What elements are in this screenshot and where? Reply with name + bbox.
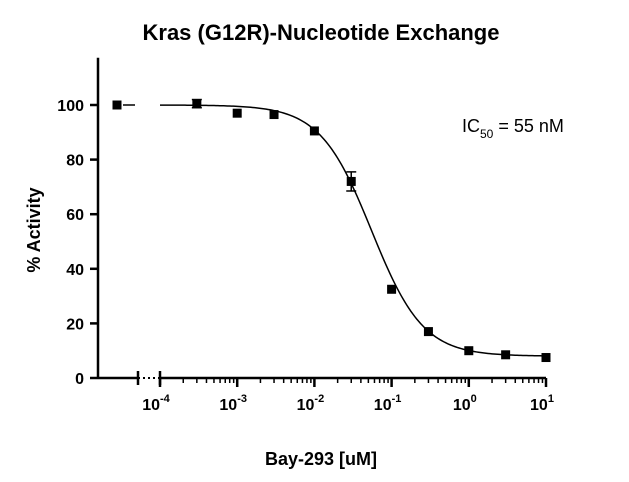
y-axis: 0 20 40 60 80 100 bbox=[57, 57, 100, 388]
y-tick-label: 60 bbox=[66, 207, 84, 224]
ic50-subscript: 50 bbox=[480, 127, 494, 141]
chart-title: Kras (G12R)-Nucleotide Exchange bbox=[143, 20, 500, 45]
data-point bbox=[192, 99, 202, 109]
y-tick-label: 40 bbox=[66, 262, 84, 279]
data-point-control bbox=[112, 100, 122, 110]
fit-curve-group bbox=[123, 104, 547, 357]
x-axis: 10-4 10-3 10-2 10-1 100 101 bbox=[98, 371, 554, 414]
data-point bbox=[501, 350, 511, 360]
x-tick-label: 10-3 bbox=[219, 393, 247, 414]
data-point bbox=[541, 353, 551, 363]
data-points-group bbox=[112, 98, 551, 363]
x-axis-label: Bay-293 [uM] bbox=[265, 449, 377, 469]
y-tick-label: 80 bbox=[66, 153, 84, 170]
data-point bbox=[346, 176, 356, 186]
data-point bbox=[464, 346, 474, 356]
data-point bbox=[269, 110, 279, 120]
data-point bbox=[232, 108, 242, 118]
y-tick-label: 0 bbox=[75, 371, 84, 388]
x-tick-label: 100 bbox=[453, 393, 477, 414]
x-tick-label: 10-2 bbox=[297, 393, 325, 414]
fit-curve bbox=[160, 104, 547, 357]
x-tick-label: 10-1 bbox=[374, 393, 402, 414]
ic50-prefix: IC bbox=[462, 116, 480, 136]
y-tick-label: 20 bbox=[66, 316, 84, 333]
y-axis-label: % Activity bbox=[24, 187, 44, 272]
data-point bbox=[387, 284, 397, 294]
data-point bbox=[423, 327, 433, 337]
y-tick-label: 100 bbox=[57, 98, 84, 115]
x-tick-label: 10-4 bbox=[142, 393, 170, 414]
data-point bbox=[309, 126, 319, 136]
x-tick-label: 101 bbox=[530, 393, 554, 414]
ic50-value: = 55 nM bbox=[493, 116, 564, 136]
ic50-annotation: IC50 = 55 nM bbox=[462, 116, 564, 141]
